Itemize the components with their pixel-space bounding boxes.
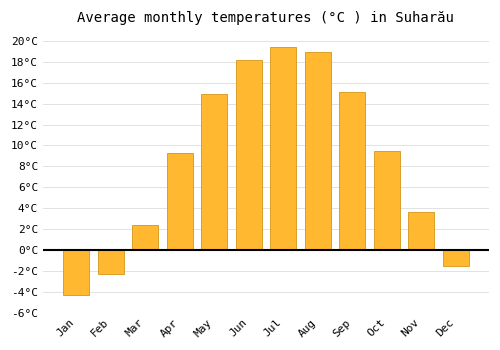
Bar (270, 47, 296, 250)
Bar (63, 250, 89, 295)
Bar (408, 212, 434, 250)
Bar (201, 94, 227, 250)
Bar (304, 52, 330, 250)
Bar (339, 92, 365, 250)
Bar (236, 60, 262, 250)
Bar (442, 250, 468, 266)
Bar (98, 250, 124, 274)
Bar (132, 225, 158, 250)
Bar (166, 153, 192, 250)
Title: Average monthly temperatures (°C ) in Suharău: Average monthly temperatures (°C ) in Su… (78, 11, 454, 25)
Bar (374, 150, 400, 250)
